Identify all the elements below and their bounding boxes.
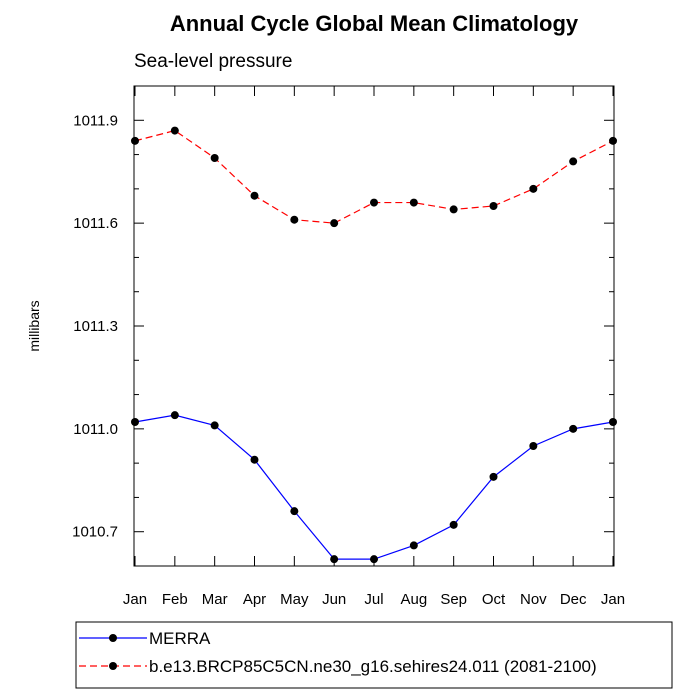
data-point <box>170 126 179 135</box>
x-tick-label: Oct <box>482 591 506 608</box>
y-axis-title: millibars <box>26 300 42 351</box>
chart-title: Annual Cycle Global Mean Climatology <box>170 11 579 36</box>
x-tick-label: Sep <box>440 591 467 608</box>
data-point <box>170 411 179 420</box>
legend: MERRA b.e13.BRCP85C5CN.ne30_g16.sehires24… <box>79 629 597 676</box>
legend-box <box>75 621 673 689</box>
y-tick-label: 1011.3 <box>73 318 118 335</box>
data-point <box>370 555 378 564</box>
legend-marker <box>109 634 117 642</box>
data-point <box>409 541 418 550</box>
data-point <box>330 555 339 564</box>
data-point <box>210 154 219 162</box>
data-point <box>210 421 219 430</box>
data-point <box>449 520 458 529</box>
data-point <box>290 215 299 224</box>
series-line <box>134 414 614 560</box>
data-point <box>250 191 259 200</box>
data-point <box>609 136 617 145</box>
data-point <box>409 198 418 207</box>
data-point <box>489 202 498 210</box>
x-tick-label: Jan <box>123 591 147 608</box>
x-tick-label: Aug <box>400 591 427 608</box>
data-point <box>250 455 259 464</box>
x-tick-label: Jan <box>601 591 625 608</box>
x-tick-label: Feb <box>162 591 188 608</box>
legend-marker <box>109 662 117 670</box>
data-point <box>370 198 378 207</box>
data-point <box>131 136 139 145</box>
series-0 <box>131 411 617 564</box>
y-tick-label: 1011.9 <box>73 112 118 129</box>
x-tick-label: Mar <box>202 591 228 608</box>
x-tick-label: Apr <box>243 591 266 608</box>
series-1 <box>131 126 617 228</box>
data-point <box>290 507 299 516</box>
legend-item-1: b.e13.BRCP85C5CN.ne30_g16.sehires24.011 … <box>79 657 597 676</box>
data-point <box>529 184 538 193</box>
data-point <box>131 418 139 426</box>
legend-label: b.e13.BRCP85C5CN.ne30_g16.sehires24.011 … <box>149 657 597 676</box>
plot-frame <box>133 85 615 567</box>
y-tick-label: 1011.0 <box>73 421 118 438</box>
x-tick-label: Nov <box>520 591 547 608</box>
x-tick-label: Jul <box>364 591 383 608</box>
y-tick-label: 1011.6 <box>73 215 118 232</box>
data-point <box>569 157 578 166</box>
data-point <box>609 418 617 426</box>
data-point <box>489 472 498 481</box>
y-tick-label: 1010.7 <box>72 524 118 541</box>
x-tick-label: Dec <box>560 591 587 608</box>
axes: 1010.7 1011.0 1011.3 1011.6 1011.9 Jan Feb Mar A… <box>72 85 625 608</box>
series-line <box>134 129 614 224</box>
data-point <box>449 205 458 214</box>
x-tick-label: May <box>280 591 309 608</box>
legend-item-0: MERRA <box>79 629 211 648</box>
series-layer <box>131 126 617 564</box>
data-point <box>529 442 538 450</box>
chart-subtitle: Sea-level pressure <box>134 51 292 72</box>
x-tick-label: Jun <box>322 591 346 608</box>
data-point <box>569 424 578 433</box>
data-point <box>330 219 339 228</box>
legend-label: MERRA <box>149 629 211 648</box>
